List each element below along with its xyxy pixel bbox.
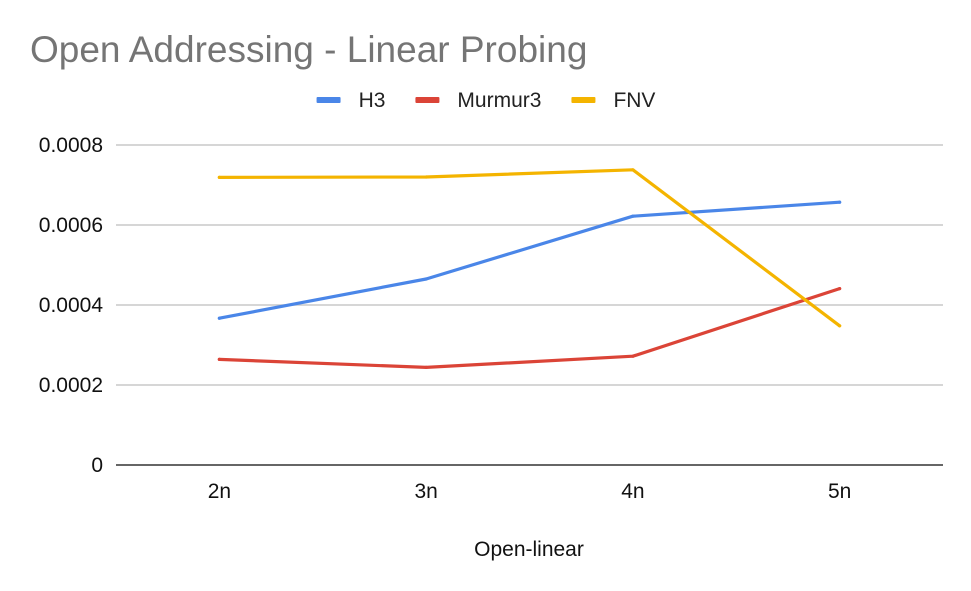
legend-swatch bbox=[415, 97, 440, 103]
legend-item-fnv: FNV bbox=[571, 89, 655, 112]
data-point bbox=[631, 168, 635, 172]
y-tick-label: 0.0004 bbox=[39, 294, 104, 317]
data-point bbox=[631, 354, 635, 358]
y-tick-label: 0 bbox=[91, 454, 103, 477]
grid-lines bbox=[116, 144, 943, 386]
y-tick-label: 0.0002 bbox=[39, 374, 103, 397]
y-tick-label: 0.0008 bbox=[39, 134, 103, 157]
x-tick-label: 2n bbox=[208, 480, 231, 503]
x-axis-label: Open-linear bbox=[474, 538, 584, 561]
legend: H3 Murmur3 FNV bbox=[316, 89, 655, 112]
x-axis-ticks: 2n 3n 4n 5n bbox=[208, 480, 852, 503]
y-tick-label: 0.0006 bbox=[39, 214, 103, 237]
series-line-murmur3 bbox=[217, 287, 842, 369]
data-point bbox=[217, 357, 221, 361]
chart-title: Open Addressing - Linear Probing bbox=[30, 29, 587, 70]
legend-item-murmur3: Murmur3 bbox=[415, 89, 541, 112]
data-point bbox=[631, 214, 635, 218]
data-point bbox=[217, 316, 221, 320]
data-point bbox=[424, 175, 428, 179]
series-lines bbox=[217, 168, 842, 369]
data-point bbox=[838, 324, 842, 328]
series-line-fnv bbox=[217, 168, 842, 328]
legend-swatch bbox=[571, 97, 596, 103]
x-tick-label: 5n bbox=[828, 480, 851, 503]
data-point bbox=[838, 287, 842, 291]
legend-label: FNV bbox=[613, 89, 655, 112]
x-tick-label: 4n bbox=[621, 480, 644, 503]
data-point bbox=[424, 277, 428, 281]
x-tick-label: 3n bbox=[414, 480, 437, 503]
data-point bbox=[838, 200, 842, 204]
legend-item-h3: H3 bbox=[316, 89, 386, 112]
series-line-h3 bbox=[217, 200, 842, 320]
legend-swatch bbox=[316, 97, 341, 103]
data-point bbox=[217, 175, 221, 179]
data-point bbox=[424, 365, 428, 369]
legend-label: Murmur3 bbox=[457, 89, 541, 112]
legend-label: H3 bbox=[359, 89, 386, 112]
y-axis-ticks: 0 0.0002 0.0004 0.0006 0.0008 bbox=[39, 134, 104, 477]
